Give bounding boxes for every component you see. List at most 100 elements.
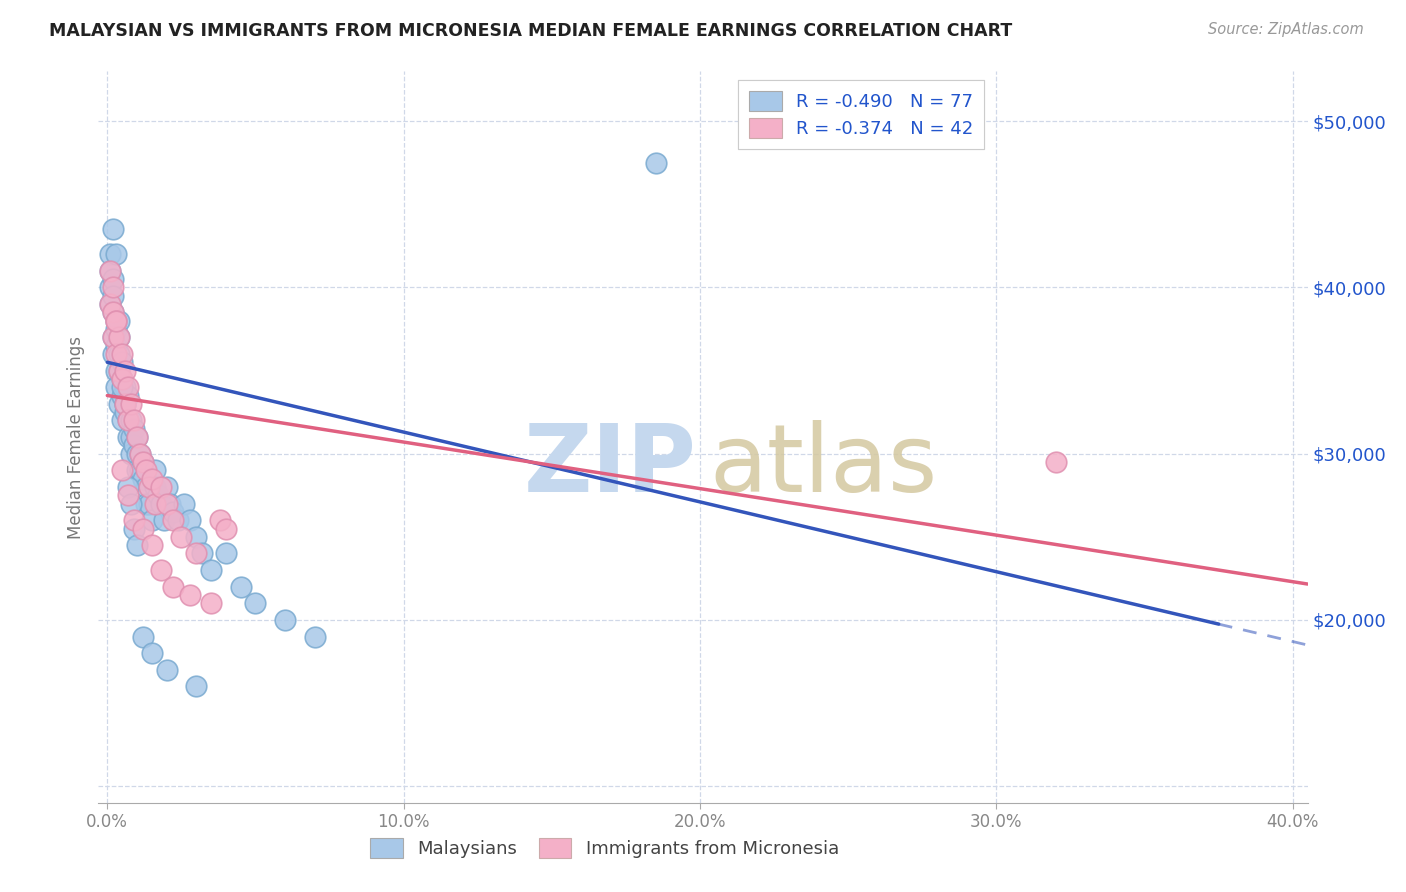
Point [114, 380, 136, 394]
Point [229, 580, 252, 594]
Point [125, 447, 148, 461]
Point [122, 513, 145, 527]
Text: ZIP: ZIP [524, 420, 697, 512]
Point [111, 388, 134, 402]
Point [135, 463, 157, 477]
Point [103, 289, 125, 303]
Point [155, 497, 177, 511]
Point [114, 397, 136, 411]
Point [98, 297, 121, 311]
Point [149, 497, 172, 511]
Text: MALAYSIAN VS IMMIGRANTS FROM MICRONESIA MEDIAN FEMALE EARNINGS CORRELATION CHART: MALAYSIAN VS IMMIGRANTS FROM MICRONESIA … [49, 22, 1012, 40]
Point [117, 430, 139, 444]
Point [125, 538, 148, 552]
Point [105, 363, 128, 377]
Point [108, 330, 131, 344]
Point [105, 314, 128, 328]
Point [103, 305, 125, 319]
Point [117, 380, 139, 394]
Point [644, 156, 666, 170]
Point [191, 546, 214, 560]
Point [173, 497, 195, 511]
Point [132, 630, 155, 644]
Text: atlas: atlas [709, 420, 938, 512]
Point [105, 314, 128, 328]
Point [186, 680, 208, 694]
Point [122, 413, 145, 427]
Point [108, 347, 131, 361]
Point [117, 488, 139, 502]
Point [135, 480, 157, 494]
Point [245, 596, 267, 610]
Point [98, 280, 121, 294]
Point [103, 272, 125, 286]
Point [105, 247, 128, 261]
Point [208, 513, 231, 527]
Point [114, 397, 136, 411]
Point [125, 463, 148, 477]
Point [129, 447, 152, 461]
Point [125, 430, 148, 444]
Point [103, 330, 125, 344]
Point [105, 380, 128, 394]
Point [129, 447, 152, 461]
Point [162, 505, 184, 519]
Point [111, 413, 134, 427]
Point [120, 430, 142, 444]
Point [108, 330, 131, 344]
Point [170, 530, 193, 544]
Point [105, 314, 128, 328]
Point [120, 413, 142, 427]
Point [108, 397, 131, 411]
Point [98, 264, 121, 278]
Point [162, 580, 184, 594]
Point [111, 380, 134, 394]
Point [200, 596, 222, 610]
Point [98, 297, 121, 311]
Point [111, 372, 134, 386]
Point [215, 521, 238, 535]
Point [143, 497, 166, 511]
Y-axis label: Median Female Earnings: Median Female Earnings [66, 335, 84, 539]
Point [132, 521, 155, 535]
Point [108, 363, 131, 377]
Point [117, 388, 139, 402]
Point [159, 497, 181, 511]
Point [1045, 455, 1067, 469]
Point [108, 363, 131, 377]
Point [114, 363, 136, 377]
Point [122, 422, 145, 436]
Legend: R = -0.490   N = 77, R = -0.374   N = 42: R = -0.490 N = 77, R = -0.374 N = 42 [738, 80, 984, 149]
Point [132, 455, 155, 469]
Point [186, 530, 208, 544]
Point [152, 513, 174, 527]
Point [125, 430, 148, 444]
Point [111, 347, 134, 361]
Point [114, 397, 136, 411]
Point [138, 497, 160, 511]
Point [141, 646, 163, 660]
Point [111, 355, 134, 369]
Point [120, 447, 142, 461]
Point [179, 513, 201, 527]
Point [155, 480, 177, 494]
Text: Source: ZipAtlas.com: Source: ZipAtlas.com [1208, 22, 1364, 37]
Point [138, 480, 160, 494]
Point [117, 413, 139, 427]
Point [274, 613, 297, 627]
Point [103, 347, 125, 361]
Point [111, 372, 134, 386]
Point [155, 663, 177, 677]
Point [103, 222, 125, 236]
Point [143, 480, 166, 494]
Point [120, 497, 142, 511]
Point [141, 538, 163, 552]
Point [105, 347, 128, 361]
Point [132, 455, 155, 469]
Point [117, 413, 139, 427]
Legend: Malaysians, Immigrants from Micronesia: Malaysians, Immigrants from Micronesia [363, 830, 846, 865]
Point [135, 497, 157, 511]
Point [141, 472, 163, 486]
Point [105, 339, 128, 353]
Point [162, 513, 184, 527]
